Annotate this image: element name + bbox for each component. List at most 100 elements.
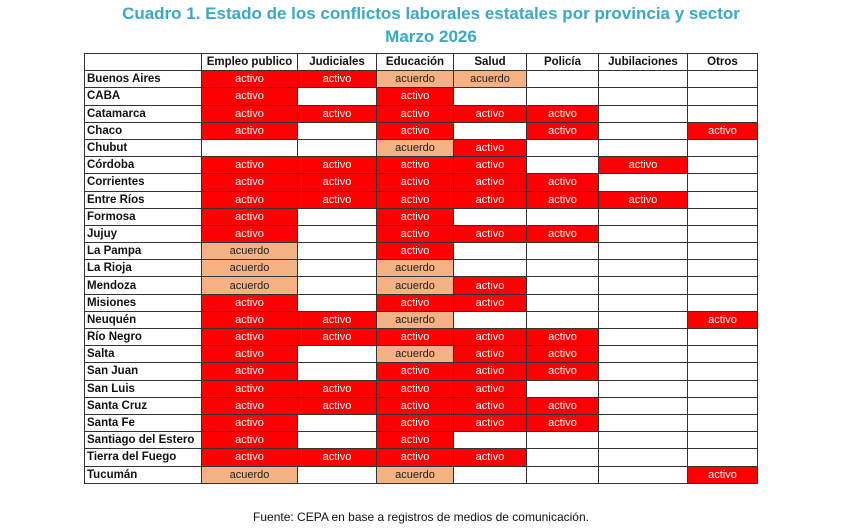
province-name: Santiago del Estero (84, 431, 202, 450)
status-cell (598, 465, 688, 484)
province-name: Misiones (84, 293, 202, 312)
status-cell (297, 413, 377, 433)
table-row: San Luis activo activo activo activo (84, 379, 758, 398)
status-cell: activo (376, 379, 454, 398)
status-cell (687, 242, 758, 261)
status-cell (598, 70, 688, 89)
status-cell (687, 276, 758, 295)
status-cell (687, 207, 758, 226)
table-row: Santa Cruz activo activo activo activo activo (84, 396, 758, 415)
status-cell (687, 431, 758, 450)
status-cell (598, 396, 688, 415)
province-name: Chaco (84, 121, 202, 140)
status-cell (297, 138, 377, 158)
status-cell (598, 362, 688, 381)
status-cell: acuerdo (201, 259, 298, 278)
status-cell (297, 465, 377, 484)
status-cell (297, 259, 377, 278)
column-header: Educación (376, 52, 454, 72)
table-row: CABA activo activo (84, 87, 758, 106)
status-cell: activo (376, 104, 454, 123)
status-cell (297, 224, 377, 244)
conflicts-table: Empleo publico Judiciales Educación Salud Po… (84, 52, 758, 484)
status-cell (526, 293, 599, 312)
status-cell (297, 431, 377, 450)
status-cell: activo (376, 190, 454, 209)
status-cell: activo (201, 224, 298, 244)
status-cell: activo (376, 207, 454, 226)
table-row: Jujuy activo activo activo activo (84, 224, 758, 244)
status-cell: activo (526, 121, 599, 140)
status-cell: acuerdo (201, 276, 298, 295)
table-row: Salta activo acuerdo activo activo (84, 345, 758, 364)
status-cell (598, 293, 688, 312)
province-name: Río Negro (84, 327, 202, 347)
status-cell (453, 242, 527, 261)
status-cell (598, 87, 688, 106)
status-cell (453, 431, 527, 450)
status-cell: activo (453, 345, 527, 364)
status-cell: activo (453, 362, 527, 381)
column-header: Judiciales (297, 52, 377, 72)
status-cell: activo (201, 104, 298, 123)
status-cell: acuerdo (376, 465, 454, 484)
province-name: Chubut (84, 138, 202, 158)
status-cell (598, 173, 688, 192)
status-cell: activo (376, 431, 454, 450)
table-row: Santiago del Estero activo activo (84, 431, 758, 450)
status-cell: activo (297, 70, 377, 89)
status-cell: activo (376, 173, 454, 192)
status-cell (598, 379, 688, 398)
table-row: La Rioja acuerdo acuerdo (84, 259, 758, 278)
province-name: Santa Cruz (84, 396, 202, 415)
status-cell: activo (453, 293, 527, 312)
table-title: Cuadro 1. Estado de los conflictos labor… (122, 4, 740, 23)
status-cell: activo (526, 173, 599, 192)
status-cell: activo (687, 465, 758, 484)
status-cell: acuerdo (376, 70, 454, 89)
province-name: Jujuy (84, 224, 202, 244)
status-cell: activo (376, 87, 454, 106)
column-header: Empleo publico (201, 52, 298, 72)
status-cell: activo (453, 173, 527, 192)
status-cell (598, 431, 688, 450)
status-cell (526, 259, 599, 278)
status-cell: activo (453, 156, 527, 175)
province-name: La Rioja (84, 259, 202, 278)
column-header: Policía (526, 52, 599, 72)
status-cell: activo (453, 276, 527, 295)
status-cell (297, 276, 377, 295)
status-cell (598, 224, 688, 244)
status-cell: activo (687, 310, 758, 330)
status-cell: acuerdo (376, 259, 454, 278)
status-cell: activo (297, 396, 377, 415)
status-cell: activo (201, 293, 298, 312)
status-cell (526, 379, 599, 398)
status-cell (453, 207, 527, 226)
province-name: Mendoza (84, 276, 202, 295)
status-cell: acuerdo (453, 70, 527, 89)
status-cell (598, 310, 688, 330)
status-cell (598, 276, 688, 295)
table-row: Misiones activo activo activo (84, 293, 758, 312)
status-cell (687, 362, 758, 381)
status-cell (598, 327, 688, 347)
status-cell (687, 293, 758, 312)
status-cell (453, 87, 527, 106)
status-cell: activo (376, 327, 454, 347)
status-cell: activo (526, 345, 599, 364)
table-row: Mendoza acuerdo acuerdo activo (84, 276, 758, 295)
status-cell: acuerdo (376, 276, 454, 295)
status-cell: activo (526, 224, 599, 244)
status-cell: activo (297, 190, 377, 209)
province-name: Corrientes (84, 173, 202, 192)
status-cell (687, 448, 758, 467)
source-note: Fuente: CEPA en base a registros de medi… (253, 510, 589, 524)
status-cell: activo (201, 207, 298, 226)
province-name: Tierra del Fuego (84, 448, 202, 467)
status-cell (526, 70, 599, 89)
status-cell: activo (376, 448, 454, 467)
province-name: Salta (84, 345, 202, 364)
status-cell (687, 259, 758, 278)
table-row: Corrientes activo activo activo activo activo (84, 173, 758, 192)
